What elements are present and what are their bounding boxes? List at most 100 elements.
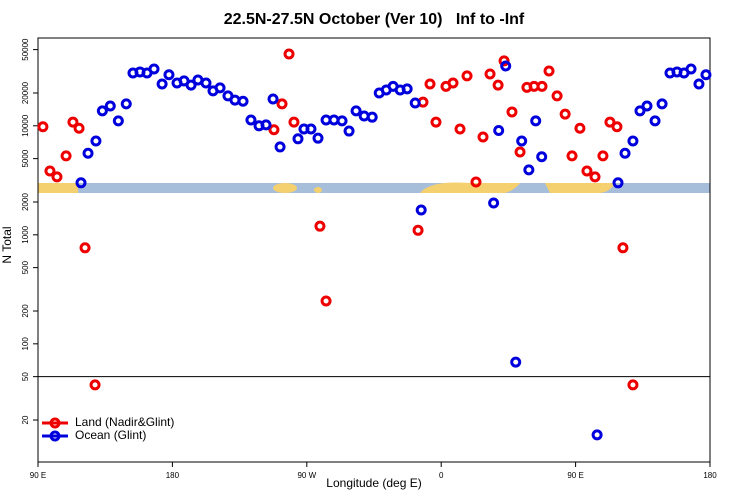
- point: [566, 150, 578, 162]
- point: [543, 65, 555, 77]
- point: [656, 98, 668, 110]
- point: [604, 116, 616, 128]
- point: [79, 242, 91, 254]
- point: [634, 105, 646, 117]
- y-tick-label: 20: [21, 415, 30, 424]
- y-tick-label: 50: [21, 372, 30, 381]
- point: [492, 79, 504, 91]
- point: [276, 98, 288, 110]
- point: [693, 78, 705, 90]
- point: [67, 116, 79, 128]
- point: [514, 146, 526, 158]
- point: [237, 95, 249, 107]
- point: [366, 111, 378, 123]
- point: [104, 100, 116, 112]
- y-axis-label: N Total: [0, 226, 14, 263]
- point: [612, 177, 624, 189]
- point: [597, 150, 609, 162]
- y-tick-label: 5000: [21, 149, 30, 167]
- point: [536, 80, 548, 92]
- legend-label: Ocean (Glint): [75, 428, 146, 442]
- y-tick-label: 50000: [21, 38, 30, 61]
- point: [589, 171, 601, 183]
- point: [500, 60, 512, 72]
- point: [156, 78, 168, 90]
- point: [44, 165, 56, 177]
- point: [551, 90, 563, 102]
- point: [424, 78, 436, 90]
- point: [477, 131, 489, 143]
- point: [401, 83, 413, 95]
- point: [461, 70, 473, 82]
- point: [611, 121, 623, 133]
- point: [292, 133, 304, 145]
- point: [470, 176, 482, 188]
- point: [96, 105, 108, 117]
- point: [415, 204, 427, 216]
- point: [163, 69, 175, 81]
- point: [148, 63, 160, 75]
- point: [37, 121, 49, 133]
- point: [559, 108, 571, 120]
- point: [51, 171, 63, 183]
- point: [454, 123, 466, 135]
- x-axis-label: Longitude (deg E): [326, 476, 421, 490]
- y-tick-label: 500: [21, 260, 30, 274]
- point: [82, 147, 94, 159]
- point: [523, 164, 535, 176]
- point: [627, 379, 639, 391]
- point: [516, 135, 528, 147]
- point: [305, 123, 317, 135]
- plot-frame: [37, 37, 711, 463]
- y-tick-label: 20000: [21, 81, 30, 104]
- x-tick-label: 0: [439, 471, 444, 480]
- x-tick-label: 90 E: [567, 471, 583, 480]
- point: [685, 63, 697, 75]
- legend-label: Land (Nadir&Glint): [75, 415, 174, 429]
- point: [214, 82, 226, 94]
- y-tick-label: 10000: [21, 114, 30, 137]
- point: [274, 141, 286, 153]
- point: [430, 116, 442, 128]
- point: [700, 69, 712, 81]
- point: [641, 100, 653, 112]
- point: [267, 93, 279, 105]
- point: [185, 79, 197, 91]
- point: [60, 150, 72, 162]
- y-tick-label: 1000: [21, 225, 30, 243]
- point: [530, 115, 542, 127]
- x-tick-label: 90 W: [297, 471, 316, 480]
- point: [649, 115, 661, 127]
- legend-marker: [49, 417, 61, 429]
- point: [200, 77, 212, 89]
- x-tick-label: 90 E: [30, 471, 46, 480]
- point: [260, 119, 272, 131]
- y-tick-label: 200: [21, 304, 30, 318]
- point: [574, 122, 586, 134]
- point: [120, 98, 132, 110]
- x-tick-label: 180: [166, 471, 180, 480]
- y-tick-label: 2000: [21, 193, 30, 211]
- point: [283, 48, 295, 60]
- point: [288, 116, 300, 128]
- point: [617, 242, 629, 254]
- point: [409, 97, 421, 109]
- point: [336, 115, 348, 127]
- point: [498, 55, 510, 67]
- point: [493, 125, 505, 137]
- point: [591, 429, 603, 441]
- legend-marker: [49, 430, 61, 442]
- point: [112, 115, 124, 127]
- x-tick-label: 180: [703, 471, 717, 480]
- point: [268, 124, 280, 136]
- point: [245, 114, 257, 126]
- point: [90, 135, 102, 147]
- point: [488, 197, 500, 209]
- point: [510, 356, 522, 368]
- point: [506, 106, 518, 118]
- point: [89, 379, 101, 391]
- map-strip: [38, 182, 710, 193]
- point: [447, 77, 459, 89]
- point: [484, 68, 496, 80]
